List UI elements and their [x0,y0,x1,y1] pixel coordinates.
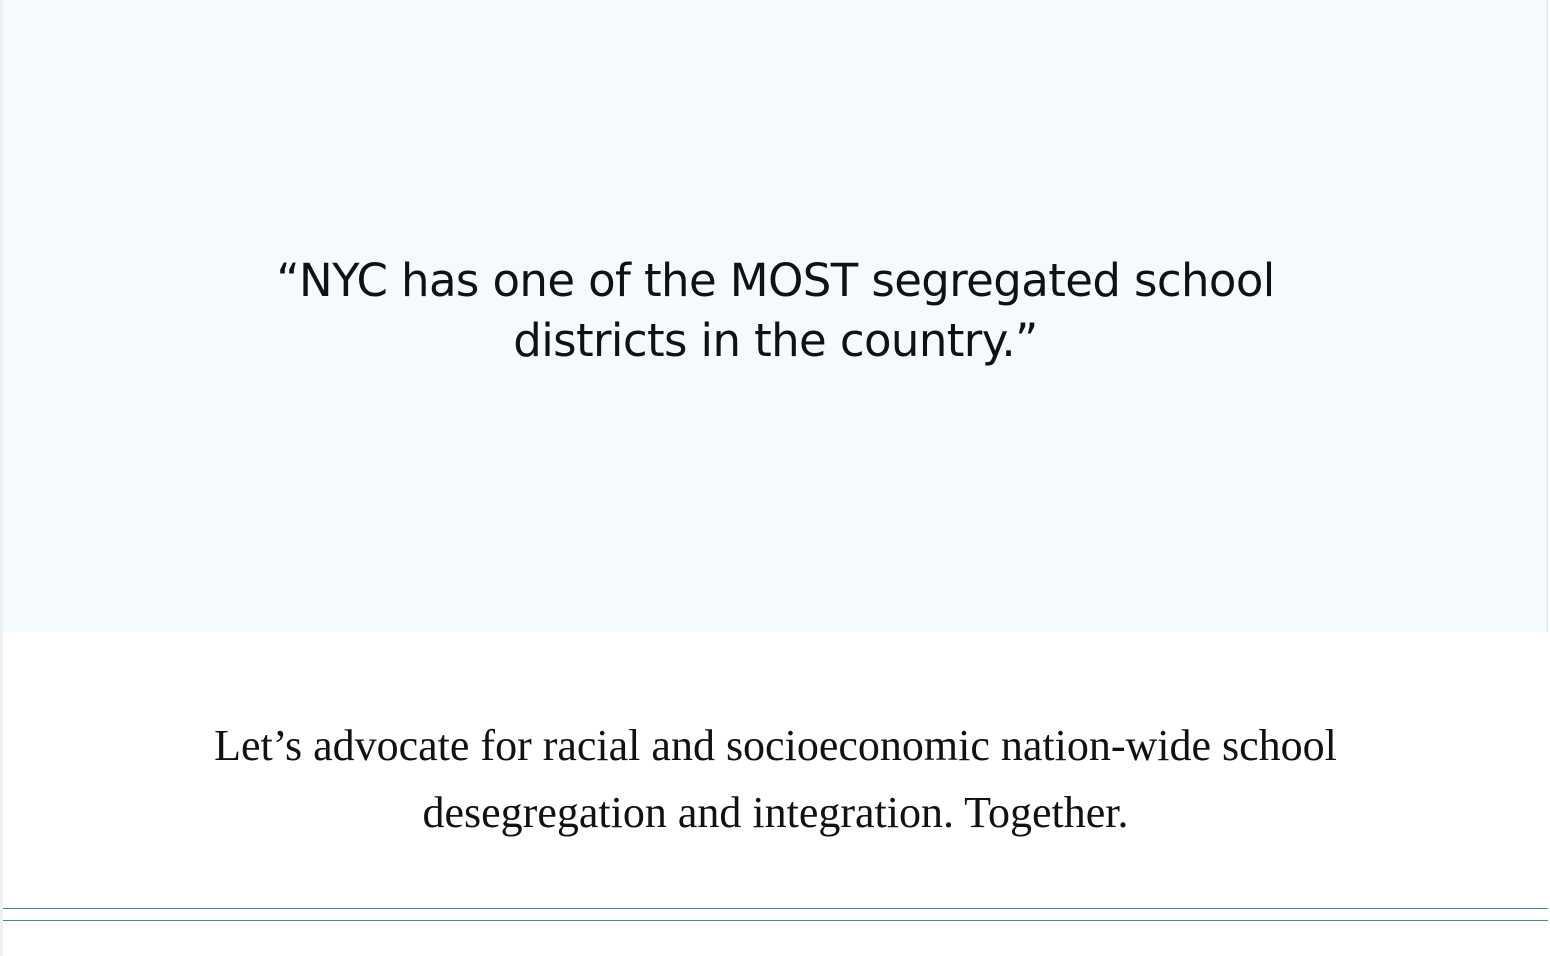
left-edge-border [0,0,3,956]
divider-bottom [3,920,1548,921]
cta-text: Let’s advocate for racial and socioecono… [214,721,1337,837]
cta-section: Let’s advocate for racial and socioecono… [3,632,1548,902]
hero-quote-container: “NYC has one of the MOST segregated scho… [3,251,1548,371]
hero-quote: “NYC has one of the MOST segregated scho… [276,254,1275,367]
hero-section [3,0,1548,632]
divider-top [3,908,1548,909]
right-edge-border [1546,0,1548,632]
